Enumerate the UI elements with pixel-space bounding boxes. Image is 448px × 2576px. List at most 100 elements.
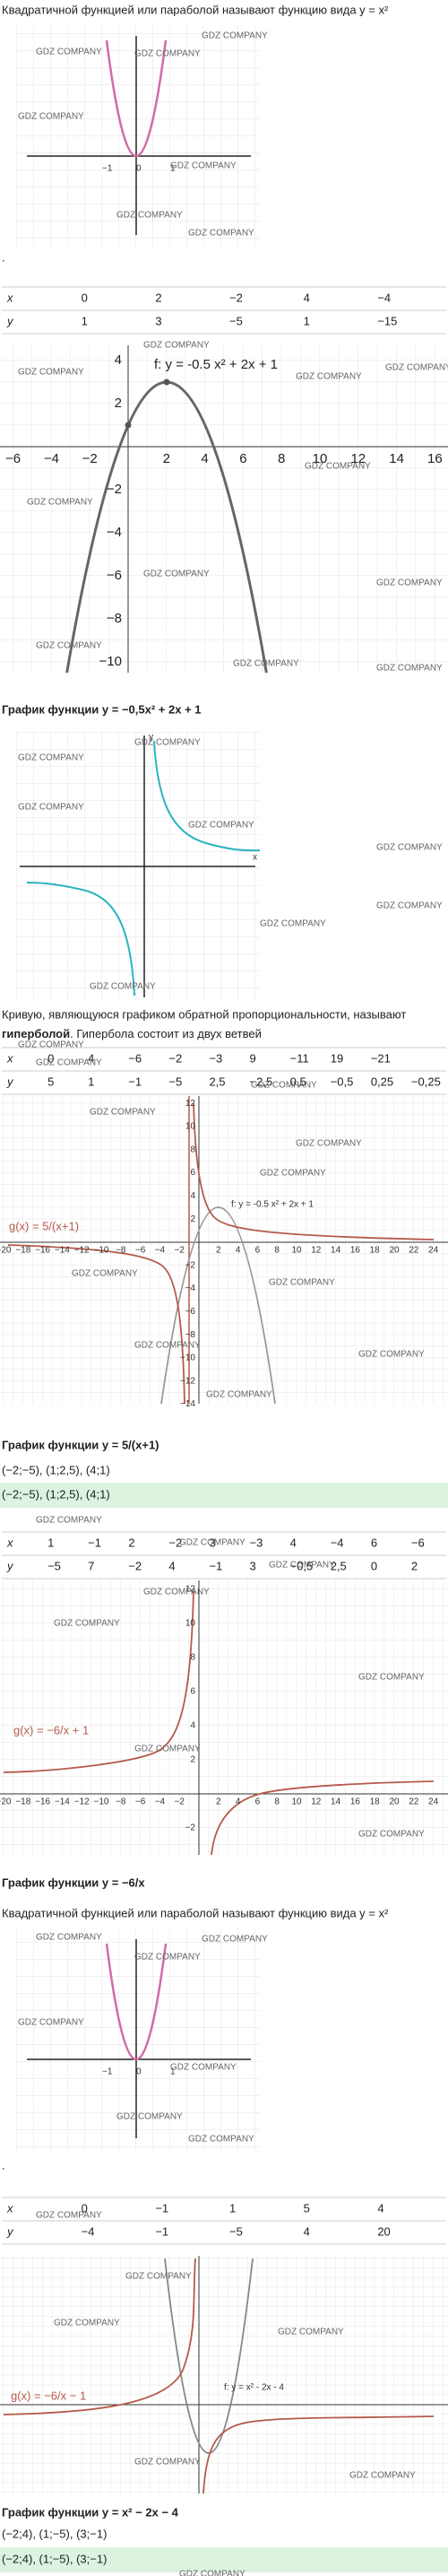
table-cell: 1 — [47, 1536, 54, 1549]
curve — [211, 1780, 435, 1855]
tick-label: −1 — [102, 164, 113, 174]
table-cell: −6 — [128, 1051, 142, 1065]
tick-label: 12 — [311, 1246, 322, 1256]
table-cell: 5 — [47, 1075, 54, 1088]
tick-label: −4 — [44, 451, 59, 466]
tick-label: 10 — [185, 1122, 196, 1132]
table-cell: 1 — [304, 314, 310, 327]
tick-label: 10 — [291, 1246, 302, 1256]
points: (−2;−5), (1;2,5), (4;1) — [2, 1463, 110, 1476]
table-cell: 6 — [371, 1536, 377, 1549]
tick-label: 16 — [427, 451, 443, 466]
points: (−2;4), (1;−5), (3;−1) — [2, 2527, 107, 2540]
tick-label: 12 — [350, 451, 366, 466]
grid — [16, 1928, 260, 2150]
watermark: GDZ COMPANY — [18, 2018, 84, 2028]
table-cell: 0 — [82, 2201, 88, 2215]
tick-label: 2 — [190, 1755, 195, 1765]
table-cell: y — [6, 1075, 14, 1088]
heading: Квадратичной функцией или параболой назы… — [2, 3, 389, 16]
watermark: GDZ COMPANY — [143, 341, 210, 351]
table-cell: 4 — [168, 1559, 175, 1572]
watermark: GDZ COMPANY — [18, 1040, 84, 1050]
watermark: GDZ COMPANY — [179, 2570, 246, 2576]
tick-label: 12 — [185, 1099, 196, 1109]
grid — [0, 1096, 448, 1404]
table-cell: −5 — [229, 314, 243, 327]
watermark: GDZ COMPANY — [305, 462, 371, 472]
watermark: GDZ COMPANY — [134, 49, 201, 59]
table-cell: 4 — [290, 1536, 297, 1549]
tick-label: −6 — [5, 451, 21, 466]
watermark: GDZ COMPANY — [134, 2458, 201, 2467]
table-cell: −0,25 — [411, 1075, 441, 1088]
watermark: GDZ COMPANY — [269, 1561, 335, 1571]
curve — [153, 740, 261, 852]
tick-label: 8 — [274, 1797, 280, 1807]
watermark: GDZ COMPANY — [54, 2319, 120, 2328]
tick-label: 2 — [216, 1246, 221, 1256]
table-cell: 2 — [411, 1559, 418, 1572]
curve-label: g(x) = −6/x − 1 — [11, 2389, 86, 2402]
watermark: GDZ COMPANY — [134, 738, 201, 748]
table-cell: −2 — [168, 1051, 182, 1065]
point — [125, 422, 132, 429]
watermark: GDZ COMPANY — [179, 1538, 246, 1548]
watermark: GDZ COMPANY — [170, 2063, 237, 2073]
tick-label: −6 — [135, 1246, 146, 1256]
watermark: GDZ COMPANY — [296, 1139, 362, 1149]
tick-label: 12 — [185, 1585, 196, 1595]
table-cell: 0,5 — [290, 1075, 306, 1088]
watermark: GDZ COMPANY — [358, 1350, 425, 1360]
watermark: GDZ COMPANY — [27, 498, 93, 508]
dot: . — [2, 250, 5, 264]
watermark: GDZ COMPANY — [143, 570, 210, 579]
table-cell: 1 — [229, 2201, 236, 2215]
tick-label: 18 — [370, 1797, 381, 1807]
answer: (−2;4), (1;−5), (3;−1) — [2, 2552, 107, 2565]
tick-label: 8 — [274, 1246, 280, 1256]
tick-label: −8 — [116, 1246, 126, 1256]
tick-label: −20 — [0, 1246, 12, 1256]
tick-label: −20 — [0, 1797, 12, 1807]
curve-label: f: y = -0.5 x² + 2x + 1 — [231, 1200, 314, 1210]
table: x 1 −1 2 −2 3 −3 4 −4 6 −6 y −5 7 −2 4 −1 3 −0,5 2,5 0 2 — [2, 1531, 446, 1580]
tick-label: −6 — [107, 568, 122, 583]
watermark: GDZ COMPANY — [202, 31, 268, 41]
tick-label: 16 — [350, 1246, 361, 1256]
curve — [202, 2415, 435, 2494]
grid — [0, 2256, 448, 2493]
tick-label: 6 — [190, 1687, 195, 1697]
caption: График функции y = −0,5x² + 2x + 1 — [2, 702, 202, 716]
term: гиперболой — [2, 1027, 70, 1040]
table-cell: 1 — [82, 314, 88, 327]
tick-label: 1 — [170, 164, 176, 174]
watermark: GDZ COMPANY — [90, 1108, 156, 1118]
watermark: GDZ COMPANY — [36, 1933, 102, 1943]
watermark: GDZ COMPANY — [170, 161, 237, 171]
tick-label: −10 — [94, 1797, 109, 1807]
watermark: GDZ COMPANY — [251, 1081, 317, 1091]
tick-label: 14 — [389, 451, 404, 466]
curve — [105, 1943, 168, 2061]
table-cell: x — [6, 1051, 13, 1065]
tick-label: 4 — [236, 1797, 241, 1807]
table-cell: 0 — [47, 1051, 54, 1065]
watermark: GDZ COMPANY — [116, 2112, 183, 2122]
table-cell: 2 — [155, 291, 161, 304]
curve — [26, 882, 135, 996]
watermark: GDZ COMPANY — [36, 641, 102, 651]
table-cell: −1 — [155, 2224, 168, 2238]
point — [163, 379, 170, 386]
curve-label: g(x) = 5/(x+1) — [9, 1219, 79, 1232]
axis-label: x — [253, 853, 257, 863]
watermark: GDZ COMPANY — [90, 982, 156, 992]
tick-label: 22 — [409, 1246, 419, 1256]
watermark: GDZ COMPANY — [134, 1341, 201, 1351]
watermark: GDZ COMPANY — [18, 803, 84, 813]
table-cell: −3 — [250, 1536, 263, 1549]
grid — [0, 345, 448, 673]
watermark: GDZ COMPANY — [36, 1058, 102, 1068]
table-cell: −21 — [371, 1051, 391, 1065]
table: x 0 2 −2 4 −4 y 1 3 −5 1 −15 — [2, 286, 446, 335]
